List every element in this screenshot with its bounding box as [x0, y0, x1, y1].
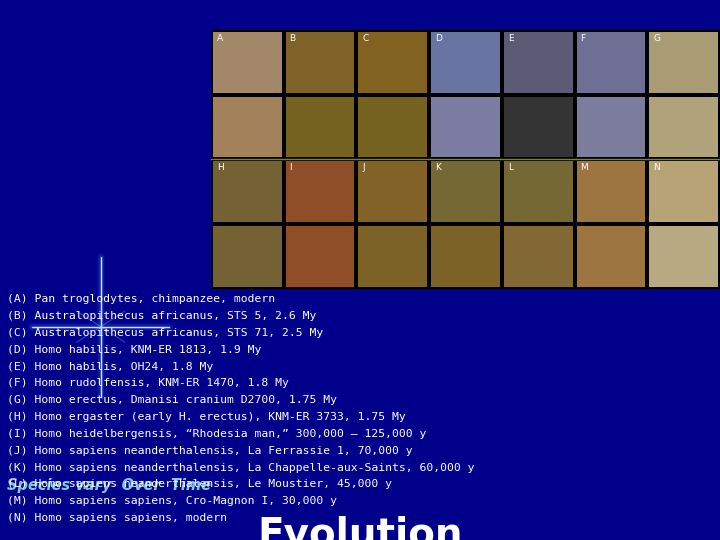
Text: (C) Australopithecus africanus, STS 71, 2.5 My: (C) Australopithecus africanus, STS 71, …	[7, 328, 323, 338]
Bar	[649, 226, 718, 287]
Text: G: G	[653, 33, 660, 43]
Bar	[649, 97, 718, 157]
Text: L: L	[508, 163, 513, 172]
Bar	[504, 226, 572, 287]
Bar	[213, 226, 282, 287]
Bar	[649, 161, 718, 222]
Text: (H) Homo ergaster (early H. erectus), KNM-ER 3733, 1.75 My: (H) Homo ergaster (early H. erectus), KN…	[7, 412, 406, 422]
Text: (L) Homo sapiens neanderthalensis, Le Moustier, 45,000 y: (L) Homo sapiens neanderthalensis, Le Mo…	[7, 480, 392, 489]
Text: (I) Homo heidelbergensis, “Rhodesia man,” 300,000 – 125,000 y: (I) Homo heidelbergensis, “Rhodesia man,…	[7, 429, 426, 439]
Text: C: C	[362, 33, 369, 43]
Text: A: A	[217, 33, 223, 43]
Text: B: B	[289, 33, 296, 43]
Text: Species vary  Over  Time: Species vary Over Time	[7, 478, 211, 493]
Bar	[359, 161, 427, 222]
Bar	[286, 97, 354, 157]
Bar	[431, 161, 500, 222]
Text: I: I	[289, 163, 292, 172]
Bar	[213, 161, 282, 222]
Bar	[286, 161, 354, 222]
Bar	[286, 226, 354, 287]
Text: K: K	[435, 163, 441, 172]
Text: E: E	[508, 33, 513, 43]
Bar	[577, 32, 645, 92]
Bar	[504, 161, 572, 222]
Text: (G) Homo erectus, Dmanisi cranium D2700, 1.75 My: (G) Homo erectus, Dmanisi cranium D2700,…	[7, 395, 337, 406]
Text: J: J	[362, 163, 365, 172]
Bar	[577, 226, 645, 287]
Text: (N) Homo sapiens sapiens, modern: (N) Homo sapiens sapiens, modern	[7, 513, 228, 523]
Bar	[213, 32, 282, 92]
Text: (J) Homo sapiens neanderthalensis, La Ferrassie 1, 70,000 y: (J) Homo sapiens neanderthalensis, La Fe…	[7, 446, 413, 456]
Bar	[431, 226, 500, 287]
Bar	[359, 226, 427, 287]
Bar	[211, 30, 720, 289]
Bar	[431, 97, 500, 157]
Text: D: D	[435, 33, 442, 43]
Text: Evolution: Evolution	[257, 516, 463, 540]
Bar	[359, 97, 427, 157]
Text: H: H	[217, 163, 223, 172]
Bar	[504, 32, 572, 92]
Text: (D) Homo habilis, KNM-ER 1813, 1.9 My: (D) Homo habilis, KNM-ER 1813, 1.9 My	[7, 345, 261, 355]
Bar	[431, 32, 500, 92]
Bar	[577, 97, 645, 157]
Text: (B) Australopithecus africanus, STS 5, 2.6 My: (B) Australopithecus africanus, STS 5, 2…	[7, 311, 317, 321]
Text: (M) Homo sapiens sapiens, Cro-Magnon I, 30,000 y: (M) Homo sapiens sapiens, Cro-Magnon I, …	[7, 496, 337, 507]
Bar	[359, 32, 427, 92]
Text: M: M	[580, 163, 588, 172]
Bar	[504, 97, 572, 157]
Text: (K) Homo sapiens neanderthalensis, La Chappelle-aux-Saints, 60,000 y: (K) Homo sapiens neanderthalensis, La Ch…	[7, 463, 474, 472]
Bar	[649, 32, 718, 92]
Text: N: N	[653, 163, 660, 172]
Bar	[286, 32, 354, 92]
Text: F: F	[580, 33, 585, 43]
Text: (A) Pan troglodytes, chimpanzee, modern: (A) Pan troglodytes, chimpanzee, modern	[7, 294, 275, 305]
Text: (E) Homo habilis, OH24, 1.8 My: (E) Homo habilis, OH24, 1.8 My	[7, 362, 213, 372]
Bar	[577, 161, 645, 222]
Bar	[213, 97, 282, 157]
Text: (F) Homo rudolfensis, KNM-ER 1470, 1.8 My: (F) Homo rudolfensis, KNM-ER 1470, 1.8 M…	[7, 379, 289, 388]
